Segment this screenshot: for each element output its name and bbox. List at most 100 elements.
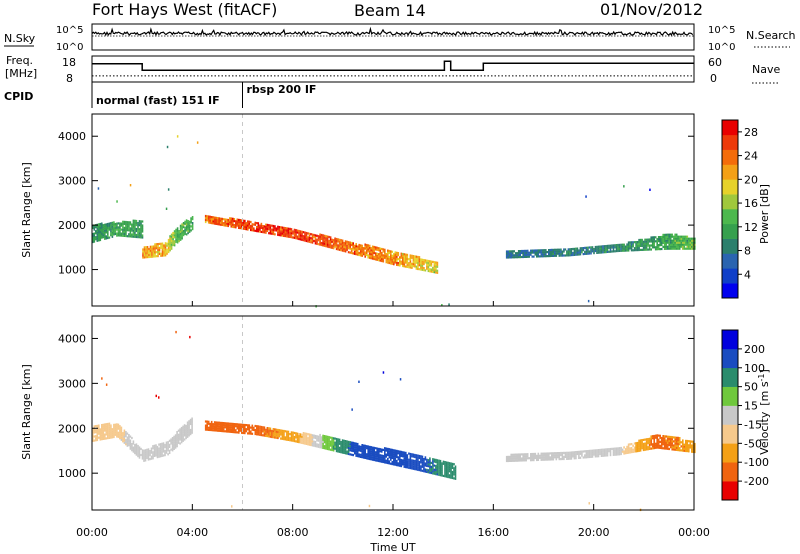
echo-cell <box>113 227 115 230</box>
echo-cell <box>417 454 419 457</box>
echo-cell <box>128 235 130 238</box>
echo-cell <box>117 222 120 225</box>
echo-cell <box>582 249 585 252</box>
echo-cell <box>402 453 404 456</box>
echo-cell <box>156 447 159 451</box>
echo-cell <box>149 452 151 455</box>
echo-cell <box>155 444 157 447</box>
echo-cell <box>344 440 347 443</box>
echo-cell <box>137 234 139 237</box>
echo-cell <box>334 245 336 248</box>
echo-cell <box>257 427 260 430</box>
echo-cell <box>666 239 669 242</box>
echo-cell <box>630 443 633 446</box>
echo-cell <box>400 458 403 462</box>
echo-cell <box>347 243 350 246</box>
echo-cell <box>187 230 189 233</box>
echo-cell <box>668 439 670 442</box>
echo-cell <box>317 439 320 442</box>
echo-cell <box>683 241 686 244</box>
echo-cell <box>576 452 579 456</box>
echo-cell <box>641 439 643 442</box>
echo-cell <box>244 223 246 226</box>
echo-cell <box>335 237 338 241</box>
echo-cell <box>107 224 109 228</box>
echo-cell <box>216 223 219 226</box>
echo-cell <box>615 250 618 253</box>
echo-cell <box>331 444 333 448</box>
echo-cell <box>359 455 362 458</box>
echo-cell <box>399 258 401 261</box>
x-tick-label: 16:00 <box>477 526 509 539</box>
echo-cell <box>361 450 363 453</box>
echo-cell <box>251 424 254 427</box>
echo-cell <box>325 441 327 444</box>
echo-cell <box>251 432 254 435</box>
echo-cell <box>99 428 102 431</box>
echo-cell <box>259 228 261 231</box>
echo-cell <box>190 225 192 228</box>
echo-cell <box>569 248 571 251</box>
echo-cell <box>235 423 237 426</box>
echo-cell <box>447 461 449 464</box>
echo-cell <box>594 449 597 452</box>
echo-cell <box>147 454 150 457</box>
echo-cell <box>113 433 115 437</box>
echo-cell <box>508 455 511 458</box>
echo-cell <box>423 261 425 264</box>
echo-cell <box>630 243 633 246</box>
colorbar-tick-label: -50 <box>744 437 762 450</box>
echo-cell <box>170 241 173 244</box>
echo-cell <box>274 225 276 228</box>
echo-cell <box>382 456 385 460</box>
echo-cell <box>415 259 418 262</box>
echo-cell <box>131 229 133 232</box>
echo-cell <box>262 430 264 433</box>
echo-cell <box>519 455 521 458</box>
echo-cell <box>436 469 439 472</box>
echo-cell <box>400 460 403 464</box>
echo-cell <box>412 255 415 258</box>
beam-label: Beam 14 <box>354 1 426 20</box>
echo-cell <box>534 454 537 458</box>
echo-cell <box>612 451 615 454</box>
echo-cell <box>558 248 561 251</box>
echo-cell <box>530 455 532 458</box>
echo-cell <box>615 453 618 456</box>
echo-cell <box>247 222 249 225</box>
echo-cell <box>675 448 678 451</box>
echo-cell <box>381 253 383 257</box>
echo-cell <box>146 248 149 251</box>
echo-cell <box>332 239 335 242</box>
echo-cell <box>573 451 576 454</box>
echo-cell <box>105 433 108 436</box>
echo-cell <box>340 449 342 452</box>
echo-cell <box>230 225 233 228</box>
echo-cell <box>421 262 424 265</box>
echo-cell <box>182 429 184 432</box>
echo-cell <box>374 258 377 261</box>
echo-cell <box>400 254 403 257</box>
echo-cell <box>129 231 132 234</box>
echo-cell <box>128 436 130 439</box>
echo-cell <box>119 433 121 436</box>
echo-cell <box>295 237 297 240</box>
echo-cell <box>614 453 616 456</box>
echo-cell <box>304 434 306 437</box>
echo-cell <box>555 456 558 459</box>
nave-tick-bottom: 0 <box>710 72 717 85</box>
echo-cell <box>254 424 257 428</box>
echo-cell <box>213 222 216 225</box>
echo-cell <box>260 222 263 225</box>
echo-cell <box>353 442 356 445</box>
echo-cell <box>138 454 141 457</box>
echo-cell <box>209 428 211 432</box>
echo-cell <box>567 252 570 255</box>
echo-cell <box>317 235 320 238</box>
echo-cell <box>632 448 634 451</box>
echo-cell <box>260 230 263 233</box>
echo-cell <box>259 425 261 428</box>
echo-cell <box>236 427 239 430</box>
echo-cell <box>135 219 138 223</box>
echo-cell <box>376 455 378 458</box>
